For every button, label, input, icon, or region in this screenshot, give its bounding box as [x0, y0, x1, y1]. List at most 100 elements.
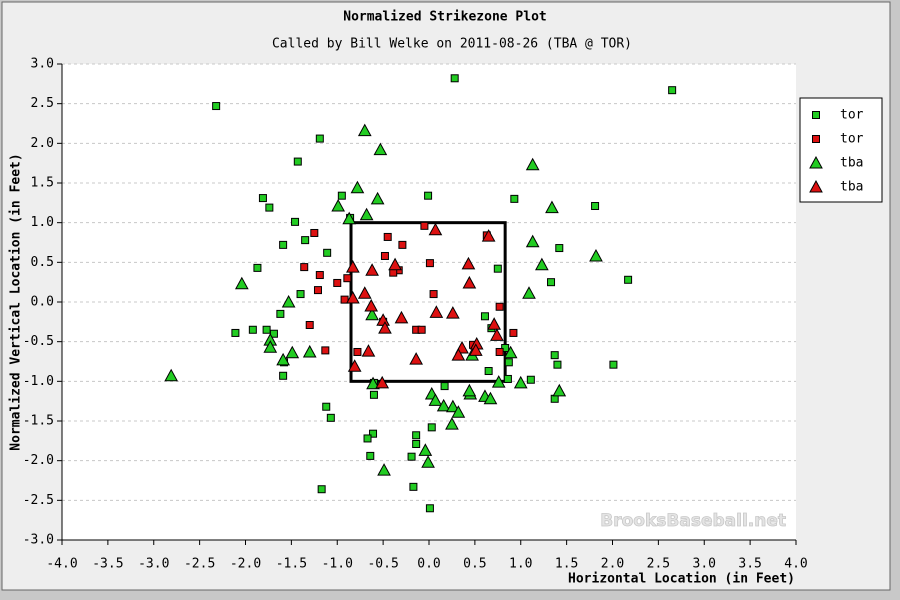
point	[326, 413, 335, 422]
y-tick-label: -0.5	[23, 334, 54, 349]
x-tick-label: -4.0	[46, 557, 77, 572]
point	[428, 393, 443, 406]
point	[409, 352, 423, 365]
y-tick-label: 2.0	[31, 136, 54, 151]
chart-subtitle: Called by Bill Welke on 2011-08-26 (TBA …	[272, 37, 632, 52]
watermark: BrooksBaseball.net	[600, 511, 786, 531]
legend-swatch	[809, 155, 823, 169]
point	[279, 240, 288, 249]
y-tick-label: -1.0	[23, 374, 54, 389]
x-tick-label: -1.0	[322, 557, 353, 572]
point	[322, 402, 331, 411]
y-axis-title: Normalized Vertical Location (in Feet)	[9, 153, 24, 450]
point	[462, 383, 477, 397]
point	[483, 391, 498, 405]
legend-swatch	[812, 111, 820, 119]
point	[366, 451, 375, 460]
point	[428, 222, 443, 236]
point	[429, 290, 438, 299]
point	[487, 317, 501, 330]
point	[276, 352, 290, 366]
point	[417, 325, 426, 334]
point	[212, 102, 221, 111]
point	[509, 328, 518, 337]
point	[380, 251, 389, 260]
x-tick-label: -2.5	[184, 557, 215, 572]
point	[446, 306, 460, 319]
point	[373, 142, 388, 156]
point	[418, 443, 433, 456]
x-tick-label: 1.0	[509, 557, 532, 572]
point	[321, 346, 330, 355]
point	[440, 382, 449, 391]
point	[281, 294, 296, 308]
point	[429, 305, 444, 318]
point	[305, 321, 314, 330]
point	[462, 275, 477, 289]
point	[310, 228, 319, 237]
point	[503, 374, 512, 383]
point	[279, 371, 288, 380]
point	[313, 286, 322, 295]
point	[253, 263, 262, 272]
point	[522, 286, 536, 299]
legend-label: tor	[840, 108, 864, 123]
point	[504, 358, 513, 367]
point	[495, 347, 504, 356]
x-tick-label: -3.5	[92, 557, 123, 572]
point	[301, 236, 310, 245]
point	[346, 260, 360, 273]
x-axis-title: Horizontal Location (in Feet)	[568, 572, 795, 587]
point	[552, 383, 567, 397]
point	[375, 375, 390, 389]
x-tick-label: 0.5	[463, 557, 486, 572]
point	[285, 345, 300, 359]
point	[340, 295, 349, 304]
x-tick-label: 4.0	[784, 557, 807, 572]
point	[315, 271, 324, 280]
point	[263, 340, 278, 353]
point	[427, 423, 436, 432]
point	[369, 429, 378, 438]
point	[526, 375, 535, 384]
point	[377, 463, 391, 476]
y-tick-label: 0.5	[31, 255, 54, 270]
point	[333, 278, 342, 287]
point	[394, 310, 409, 324]
point	[490, 328, 504, 341]
point	[513, 375, 528, 389]
legend-label: tba	[840, 156, 863, 171]
point	[589, 248, 603, 262]
point	[493, 264, 502, 273]
point	[481, 229, 496, 242]
point	[370, 191, 385, 205]
x-tick-label: -0.5	[367, 557, 398, 572]
y-tick-label: -1.5	[23, 414, 54, 429]
point	[545, 200, 559, 214]
point	[276, 309, 285, 318]
point	[421, 455, 435, 468]
point	[363, 434, 372, 443]
point	[300, 263, 309, 272]
point	[323, 248, 332, 257]
point	[337, 191, 346, 200]
point	[383, 232, 392, 241]
point	[461, 256, 476, 270]
legend-swatch	[812, 135, 820, 143]
point	[366, 376, 380, 390]
point	[302, 344, 317, 358]
legend-label: tba	[840, 180, 863, 195]
y-tick-label: 3.0	[31, 57, 54, 72]
point	[296, 290, 305, 299]
plot-layer: -3.0 -2.5 -2.0 -1.5 -1.0 -0.5 0.0 0.5 1.0 1.5 2.0 2…	[23, 57, 883, 572]
point	[480, 312, 489, 321]
x-tick-label: 3.0	[693, 557, 716, 572]
point	[555, 244, 564, 253]
point	[495, 302, 504, 311]
point	[425, 259, 434, 268]
point	[624, 275, 633, 284]
point	[234, 276, 249, 290]
y-tick-label: 0.0	[31, 295, 54, 310]
chart-title: Normalized Strikezone Plot	[343, 10, 547, 25]
point	[357, 286, 372, 299]
